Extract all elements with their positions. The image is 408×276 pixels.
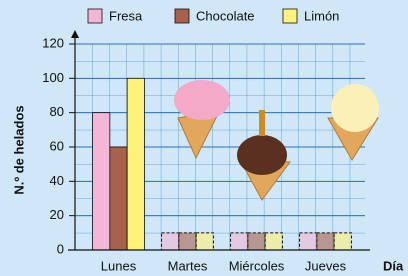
page: N.º de helados Día 0 20 40 60 80 100 120 Lunes M… xyxy=(0,0,408,276)
empty-bar-placeholder xyxy=(162,233,179,250)
y-tick-label: 20 xyxy=(50,207,64,222)
chart: N.º de helados Día 0 20 40 60 80 100 120 Lunes M… xyxy=(0,0,408,276)
y-tick-label: 80 xyxy=(50,104,64,119)
legend-swatch xyxy=(283,9,297,23)
empty-bar-placeholder xyxy=(196,233,213,250)
legend-label: Fresa xyxy=(109,8,143,23)
x-tick-label: Martes xyxy=(168,258,208,273)
x-axis-label: Día xyxy=(383,258,404,273)
bar xyxy=(110,147,127,250)
legend-label: Chocolate xyxy=(196,8,255,23)
legend-swatch xyxy=(88,9,102,23)
bar xyxy=(127,78,144,250)
y-tick-label: 0 xyxy=(57,241,64,256)
bar xyxy=(93,113,110,250)
legend-label: Limón xyxy=(304,8,339,23)
x-tick-label: Lunes xyxy=(101,258,137,273)
empty-bar-placeholder xyxy=(179,233,196,250)
x-tick-label: Miércoles xyxy=(229,258,285,273)
y-axis-label: N.º de helados xyxy=(11,105,26,194)
empty-bar-placeholder xyxy=(248,233,265,250)
empty-bar-placeholder xyxy=(317,233,334,250)
legend-swatch xyxy=(175,9,189,23)
y-tick-label: 60 xyxy=(50,138,64,153)
empty-bar-placeholder xyxy=(300,233,317,250)
y-tick-label: 100 xyxy=(42,70,64,85)
y-tick-label: 120 xyxy=(42,35,64,50)
y-tick-label: 40 xyxy=(50,173,64,188)
empty-bar-placeholder xyxy=(265,233,282,250)
x-tick-label: Jueves xyxy=(305,258,347,273)
empty-bar-placeholder xyxy=(231,233,248,250)
empty-bar-placeholder xyxy=(334,233,351,250)
